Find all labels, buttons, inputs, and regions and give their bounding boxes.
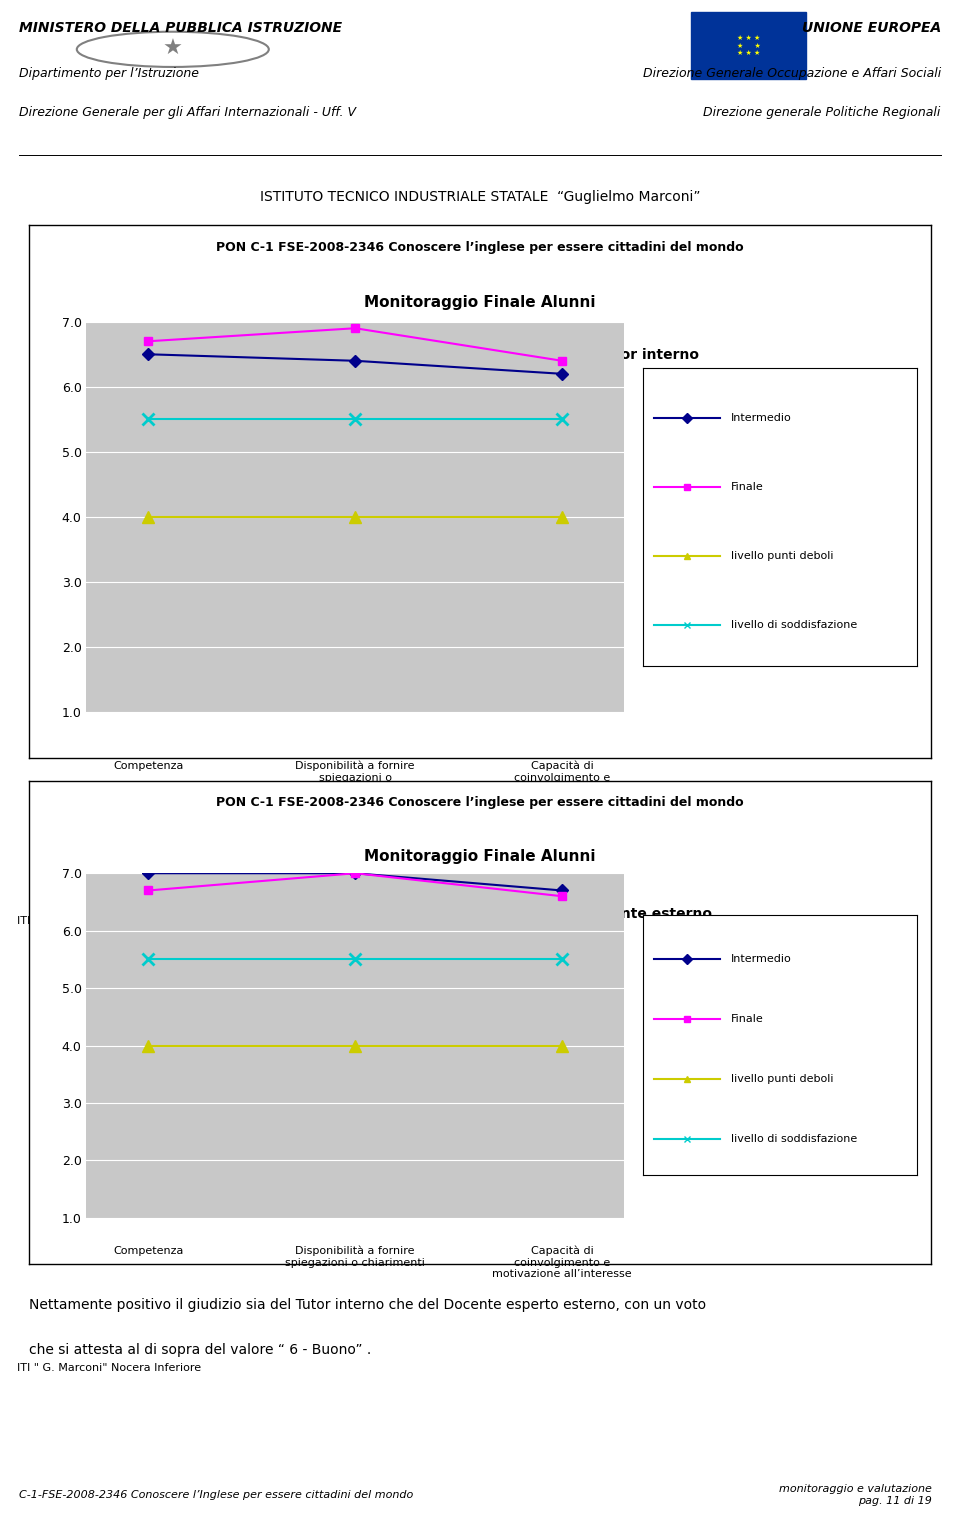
Text: ★ ★ ★
★     ★
★ ★ ★: ★ ★ ★ ★ ★ ★ ★ ★ [737, 35, 760, 57]
Text: Confronti su asse temporale : Valutazione Docente esterno: Confronti su asse temporale : Valutazion… [248, 907, 712, 921]
Bar [691, 12, 806, 80]
Text: MINISTERO DELLA PUBBLICA ISTRUZIONE: MINISTERO DELLA PUBBLICA ISTRUZIONE [19, 21, 343, 35]
Text: Monitoraggio Finale Alunni: Monitoraggio Finale Alunni [364, 294, 596, 309]
Text: ITI " G. Marconi" Nocera Inferiore: ITI " G. Marconi" Nocera Inferiore [16, 1363, 201, 1373]
Text: UNIONE EUROPEA: UNIONE EUROPEA [802, 21, 941, 35]
Text: monitoraggio e valutazione
pag. 11 di 19: monitoraggio e valutazione pag. 11 di 19 [779, 1485, 931, 1506]
Text: PON C-1 FSE-2008-2346 Conoscere l’inglese per essere cittadini del mondo: PON C-1 FSE-2008-2346 Conoscere l’ingles… [216, 795, 744, 809]
Text: PON C-1 FSE-2008-2346 Conoscere l’inglese per essere cittadini del mondo: PON C-1 FSE-2008-2346 Conoscere l’ingles… [216, 241, 744, 254]
Text: livello di soddisfazione: livello di soddisfazione [731, 619, 857, 630]
Text: livello di soddisfazione: livello di soddisfazione [731, 1134, 857, 1143]
Text: C-1-FSE-2008-2346 Conoscere l’Inglese per essere cittadini del mondo: C-1-FSE-2008-2346 Conoscere l’Inglese pe… [19, 1491, 414, 1500]
Text: ISTITUTO TECNICO INDUSTRIALE STATALE  “Guglielmo Marconi”: ISTITUTO TECNICO INDUSTRIALE STATALE “Gu… [260, 190, 700, 204]
Text: livello punti deboli: livello punti deboli [731, 1074, 833, 1083]
Text: Confronti su asse temporale : Valutazione Tutor interno: Confronti su asse temporale : Valutazion… [261, 348, 699, 362]
Text: che si attesta al di sopra del valore “ 6 - Buono” .: che si attesta al di sopra del valore “ … [29, 1342, 372, 1357]
Text: Dipartimento per l’Istruzione: Dipartimento per l’Istruzione [19, 67, 200, 80]
Text: Intermedio: Intermedio [731, 954, 791, 964]
Text: Direzione generale Politiche Regionali: Direzione generale Politiche Regionali [704, 106, 941, 118]
Text: Monitoraggio Finale Alunni: Monitoraggio Finale Alunni [364, 849, 596, 864]
Text: Intermedio: Intermedio [731, 414, 791, 423]
Text: Finale: Finale [731, 1014, 763, 1023]
Text: Finale: Finale [731, 483, 763, 492]
Text: ITI " G. Marconi" Nocera Inferiore: ITI " G. Marconi" Nocera Inferiore [16, 916, 201, 925]
Text: Direzione Generale per gli Affari Internazionali - Uff. V: Direzione Generale per gli Affari Intern… [19, 106, 356, 118]
Text: ★: ★ [163, 40, 182, 60]
Text: Nettamente positivo il giudizio sia del Tutor interno che del Docente esperto es: Nettamente positivo il giudizio sia del … [29, 1298, 706, 1311]
Text: livello punti deboli: livello punti deboli [731, 552, 833, 561]
Text: Direzione Generale Occupazione e Affari Sociali: Direzione Generale Occupazione e Affari … [642, 67, 941, 80]
